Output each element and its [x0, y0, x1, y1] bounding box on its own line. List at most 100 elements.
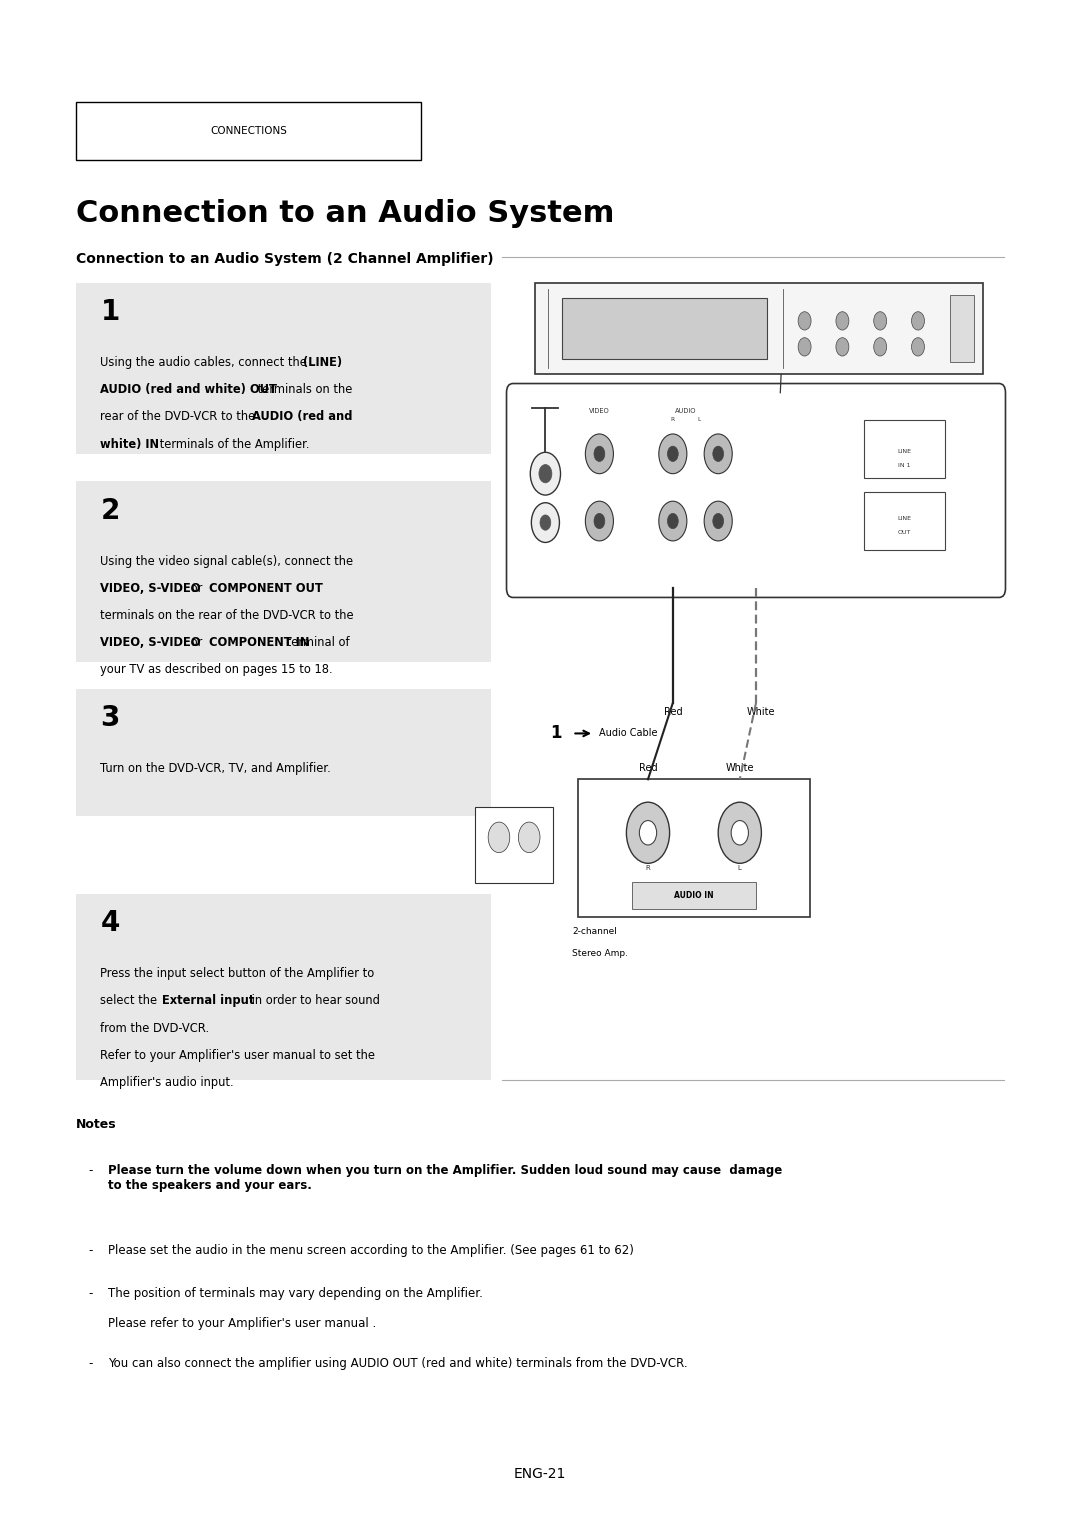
Text: ENG-21: ENG-21: [514, 1467, 566, 1481]
Text: -: -: [89, 1287, 93, 1300]
Text: Turn on the DVD-VCR, TV, and Amplifier.: Turn on the DVD-VCR, TV, and Amplifier.: [100, 762, 332, 776]
Circle shape: [912, 338, 924, 356]
Circle shape: [718, 802, 761, 863]
Circle shape: [531, 503, 559, 542]
Text: or: or: [187, 582, 205, 594]
Circle shape: [667, 446, 678, 461]
Text: from the DVD-VCR.: from the DVD-VCR.: [100, 1022, 210, 1034]
Text: Notes: Notes: [76, 1118, 117, 1132]
Circle shape: [585, 501, 613, 541]
Circle shape: [704, 501, 732, 541]
Circle shape: [836, 312, 849, 330]
Text: 1: 1: [100, 298, 120, 325]
Circle shape: [874, 338, 887, 356]
Text: select the: select the: [100, 995, 161, 1007]
FancyBboxPatch shape: [562, 298, 767, 359]
Circle shape: [594, 446, 605, 461]
Circle shape: [585, 434, 613, 474]
Circle shape: [798, 312, 811, 330]
Text: 2-channel: 2-channel: [572, 927, 618, 937]
Circle shape: [639, 821, 657, 845]
Circle shape: [731, 821, 748, 845]
Circle shape: [659, 501, 687, 541]
Text: OUT: OUT: [897, 530, 910, 535]
Text: 1: 1: [551, 724, 562, 743]
FancyBboxPatch shape: [535, 283, 983, 374]
Text: 3: 3: [100, 704, 120, 732]
FancyBboxPatch shape: [76, 283, 491, 454]
Circle shape: [713, 446, 724, 461]
Text: or: or: [187, 636, 205, 649]
Text: Connection to an Audio System: Connection to an Audio System: [76, 199, 613, 228]
Text: COMPONENT OUT: COMPONENT OUT: [210, 582, 323, 594]
FancyBboxPatch shape: [864, 420, 945, 478]
Text: Please refer to your Amplifier's user manual .: Please refer to your Amplifier's user ma…: [108, 1317, 376, 1331]
Text: AUDIO (red and white) OUT: AUDIO (red and white) OUT: [100, 384, 278, 396]
FancyBboxPatch shape: [76, 481, 491, 662]
Text: Red: Red: [663, 707, 683, 718]
Circle shape: [518, 822, 540, 853]
Text: LINE: LINE: [897, 449, 910, 454]
Text: VIDEO: VIDEO: [589, 408, 610, 414]
Text: White: White: [726, 762, 754, 773]
Circle shape: [540, 515, 551, 530]
Circle shape: [659, 434, 687, 474]
Text: White: White: [747, 707, 775, 718]
Circle shape: [912, 312, 924, 330]
Text: L: L: [738, 865, 742, 871]
FancyBboxPatch shape: [76, 689, 491, 816]
Text: Connection to an Audio System (2 Channel Amplifier): Connection to an Audio System (2 Channel…: [76, 252, 494, 266]
Circle shape: [836, 338, 849, 356]
Text: The position of terminals may vary depending on the Amplifier.: The position of terminals may vary depen…: [108, 1287, 483, 1300]
FancyBboxPatch shape: [950, 295, 974, 362]
Text: 2: 2: [100, 497, 120, 524]
Text: terminals on the rear of the DVD-VCR to the: terminals on the rear of the DVD-VCR to …: [100, 610, 354, 622]
Text: Please turn the volume down when you turn on the Amplifier. Sudden loud sound ma: Please turn the volume down when you tur…: [108, 1164, 782, 1192]
Circle shape: [704, 434, 732, 474]
Circle shape: [488, 822, 510, 853]
Text: terminal of: terminal of: [283, 636, 350, 649]
Text: (LINE): (LINE): [302, 356, 341, 370]
FancyBboxPatch shape: [507, 384, 1005, 597]
Text: in order to hear sound: in order to hear sound: [248, 995, 380, 1007]
Text: COMPONENT IN: COMPONENT IN: [210, 636, 310, 649]
Text: AUDIO IN: AUDIO IN: [674, 891, 714, 900]
Text: Using the audio cables, connect the: Using the audio cables, connect the: [100, 356, 311, 370]
FancyBboxPatch shape: [578, 779, 810, 917]
FancyBboxPatch shape: [76, 102, 421, 160]
Text: Please set the audio in the menu screen according to the Amplifier. (See pages 6: Please set the audio in the menu screen …: [108, 1244, 634, 1258]
Text: AUDIO: AUDIO: [675, 408, 697, 414]
Text: Red: Red: [638, 762, 658, 773]
Text: Refer to your Amplifier's user manual to set the: Refer to your Amplifier's user manual to…: [100, 1048, 376, 1062]
Text: terminals of the Amplifier.: terminals of the Amplifier.: [156, 437, 309, 451]
Text: terminals on the: terminals on the: [255, 384, 353, 396]
Text: Stereo Amp.: Stereo Amp.: [572, 949, 629, 958]
Text: Audio Cable: Audio Cable: [599, 729, 658, 738]
Text: -: -: [89, 1357, 93, 1371]
Text: LINE: LINE: [897, 516, 910, 521]
FancyBboxPatch shape: [475, 807, 553, 883]
Circle shape: [667, 513, 678, 529]
Text: rear of the DVD-VCR to the: rear of the DVD-VCR to the: [100, 411, 259, 423]
Text: -: -: [89, 1164, 93, 1178]
Circle shape: [539, 465, 552, 483]
Text: your TV as described on pages 15 to 18.: your TV as described on pages 15 to 18.: [100, 663, 333, 677]
Text: VIDEO, S-VIDEO: VIDEO, S-VIDEO: [100, 582, 201, 594]
Text: AUDIO (red and: AUDIO (red and: [252, 411, 352, 423]
FancyBboxPatch shape: [632, 882, 756, 909]
Text: VIDEO, S-VIDEO: VIDEO, S-VIDEO: [100, 636, 201, 649]
Text: -: -: [89, 1244, 93, 1258]
Text: 4: 4: [100, 909, 120, 937]
Text: Using the video signal cable(s), connect the: Using the video signal cable(s), connect…: [100, 555, 353, 568]
Circle shape: [530, 452, 561, 495]
Circle shape: [874, 312, 887, 330]
Text: R: R: [671, 417, 675, 422]
Circle shape: [626, 802, 670, 863]
Circle shape: [798, 338, 811, 356]
Text: IN 1: IN 1: [897, 463, 910, 468]
Text: You can also connect the amplifier using AUDIO OUT (red and white) terminals fro: You can also connect the amplifier using…: [108, 1357, 688, 1371]
Circle shape: [713, 513, 724, 529]
Text: white) IN: white) IN: [100, 437, 160, 451]
Text: L: L: [697, 417, 701, 422]
Circle shape: [594, 513, 605, 529]
